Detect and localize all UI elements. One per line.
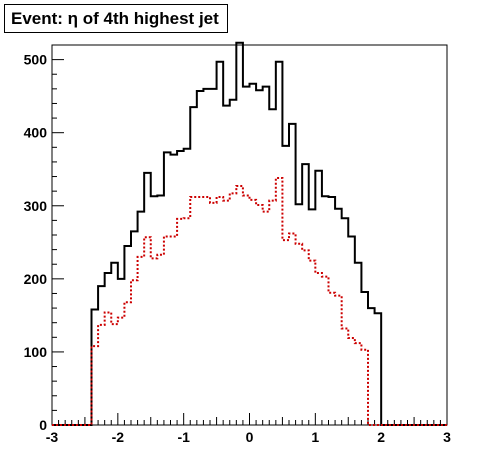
- y-tick-label: 200: [24, 271, 48, 287]
- y-tick-label: 500: [24, 52, 48, 68]
- histogram-series-2: [52, 177, 447, 426]
- chart-title: Event: η of 4th highest jet: [4, 4, 228, 33]
- y-tick-label: 300: [24, 198, 48, 214]
- x-tick-label: -2: [112, 429, 125, 445]
- x-tick-label: 2: [377, 429, 385, 445]
- axis-ticks: [51, 44, 448, 426]
- histogram-series-1: [52, 41, 447, 426]
- x-tick-label: -3: [46, 429, 59, 445]
- y-tick-label: 100: [24, 344, 48, 360]
- x-tick-label: 0: [246, 429, 254, 445]
- x-tick-label: 3: [443, 429, 451, 445]
- series-group: [52, 41, 447, 426]
- x-tick-label: 1: [311, 429, 319, 445]
- plot-frame: [51, 44, 448, 426]
- x-tick-label: -1: [177, 429, 190, 445]
- tick-labels: -3 -2 -1 0 1 2 3 0 100 200 300 400 500: [24, 52, 451, 445]
- y-tick-label: 0: [39, 417, 47, 433]
- y-tick-label: 400: [24, 125, 48, 141]
